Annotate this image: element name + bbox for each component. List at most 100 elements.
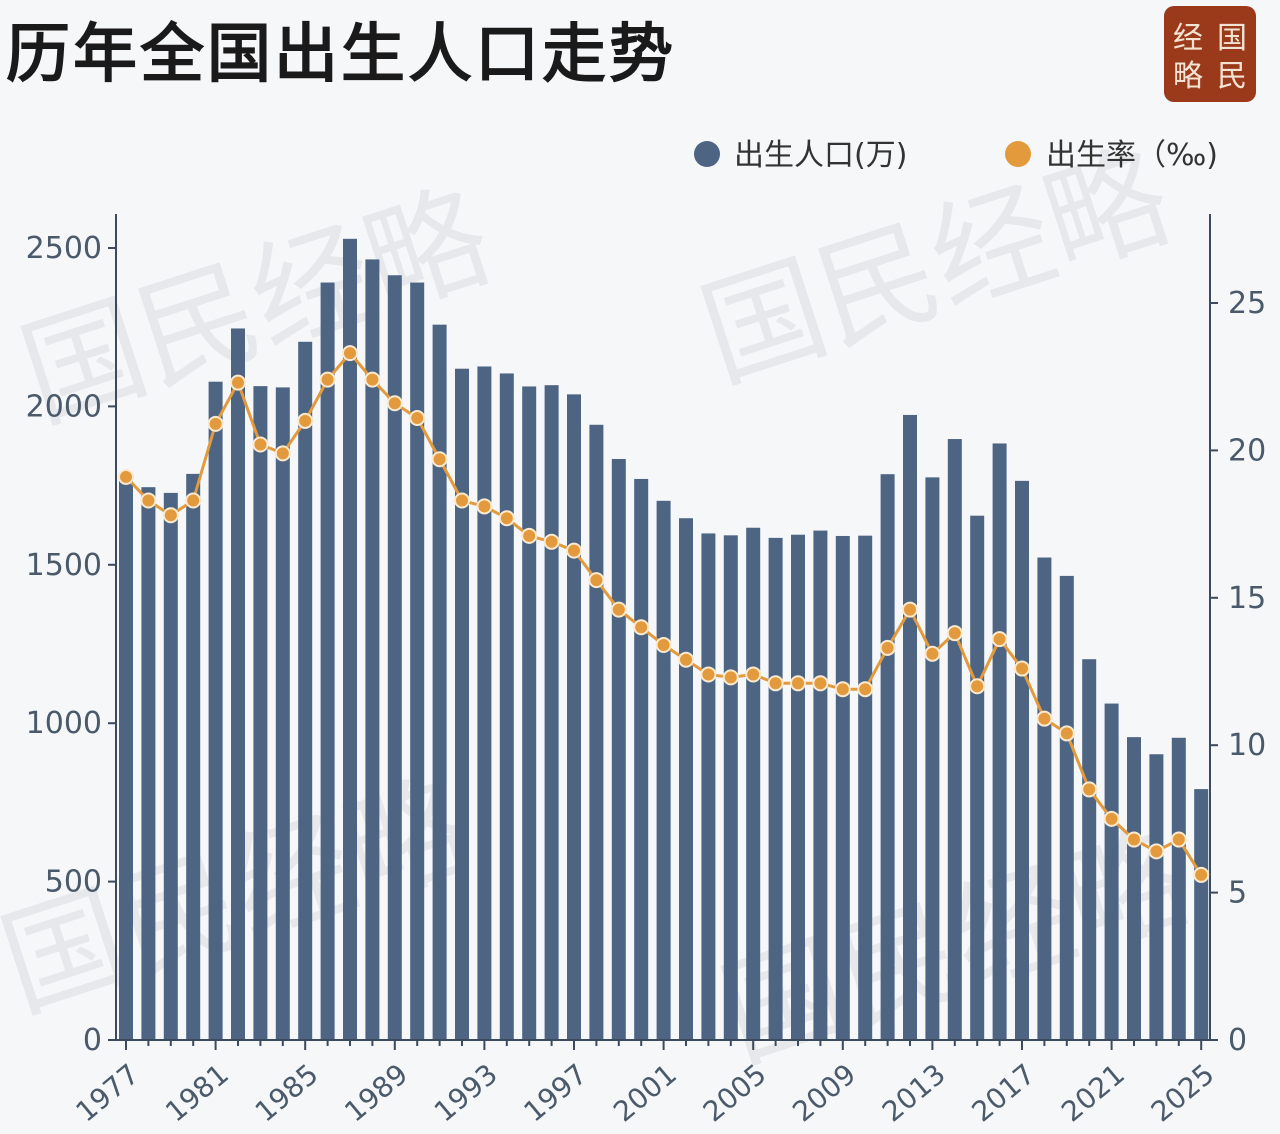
bar bbox=[343, 238, 357, 1040]
birth-rate-point bbox=[118, 468, 134, 485]
birth-rate-point bbox=[902, 601, 918, 618]
bar bbox=[320, 282, 335, 1040]
birth-rate-point bbox=[498, 510, 515, 527]
birth-rate-point bbox=[924, 645, 941, 662]
legend-bar-swatch bbox=[694, 141, 720, 167]
x-tick-label: 1997 bbox=[518, 1057, 594, 1128]
bar bbox=[1127, 737, 1141, 1040]
brand-seal-logo: 经 国 略 民 bbox=[1164, 6, 1256, 102]
birth-rate-point bbox=[812, 675, 829, 692]
bar bbox=[499, 373, 514, 1041]
left-tick-label: 2500 bbox=[26, 231, 102, 266]
birth-rate-point bbox=[610, 601, 627, 618]
right-tick-label: 10 bbox=[1228, 728, 1266, 763]
x-tick-label: 2013 bbox=[876, 1057, 952, 1128]
bar bbox=[298, 341, 313, 1040]
bar bbox=[813, 530, 828, 1040]
left-tick-label: 1500 bbox=[26, 548, 102, 583]
bar bbox=[723, 535, 738, 1040]
legend-bar-label: 出生人口(万) bbox=[734, 138, 907, 173]
birth-rate-point bbox=[633, 619, 650, 636]
bar bbox=[455, 368, 469, 1040]
right-tick-label: 20 bbox=[1228, 433, 1266, 468]
birth-rate-point bbox=[386, 395, 403, 412]
bar bbox=[410, 282, 425, 1040]
chart-title: 历年全国出生人口走势 bbox=[6, 18, 676, 92]
birth-rate-point bbox=[1036, 710, 1053, 727]
x-tick-label: 1993 bbox=[428, 1057, 504, 1128]
x-tick-label: 1985 bbox=[249, 1057, 325, 1128]
bar bbox=[1171, 737, 1186, 1040]
bar bbox=[544, 385, 559, 1040]
birth-rate-point bbox=[476, 498, 493, 515]
bar bbox=[768, 537, 783, 1040]
bar bbox=[1149, 754, 1164, 1040]
bar bbox=[1082, 659, 1097, 1040]
bar bbox=[275, 387, 290, 1041]
bar bbox=[432, 324, 447, 1040]
birth-rate-point bbox=[678, 651, 694, 668]
left-tick-label: 0 bbox=[83, 1023, 102, 1058]
bar bbox=[679, 518, 693, 1040]
bar bbox=[880, 474, 895, 1040]
bar bbox=[858, 535, 873, 1040]
birth-rate-point bbox=[207, 415, 224, 432]
birth-rate-point bbox=[230, 374, 246, 391]
x-tick-label: 2017 bbox=[966, 1057, 1042, 1128]
bar bbox=[522, 386, 537, 1040]
birth-rate-point bbox=[521, 527, 538, 544]
bar bbox=[589, 424, 604, 1040]
birth-rate-point bbox=[319, 371, 336, 388]
x-tick-label: 2021 bbox=[1055, 1057, 1131, 1128]
x-tick-label: 2025 bbox=[1145, 1057, 1221, 1128]
birth-rate-point bbox=[767, 675, 784, 692]
bar bbox=[253, 386, 268, 1041]
birth-rate-point bbox=[364, 371, 381, 388]
birth-rate-point bbox=[588, 572, 605, 589]
birth-rate-point bbox=[946, 625, 963, 642]
line-series bbox=[118, 345, 1210, 883]
bar bbox=[970, 515, 985, 1040]
birth-rate-point bbox=[745, 666, 762, 683]
bar bbox=[186, 473, 201, 1040]
seal-char: 略 bbox=[1173, 59, 1203, 94]
bar bbox=[567, 394, 581, 1041]
birth-rate-point bbox=[790, 675, 806, 692]
bar bbox=[903, 414, 917, 1040]
legend: 出生人口(万) 出生率（‰) bbox=[694, 138, 1218, 173]
birth-rate-point bbox=[297, 412, 314, 429]
bar bbox=[141, 487, 156, 1041]
birth-rate-point bbox=[342, 345, 358, 362]
bar bbox=[208, 381, 223, 1041]
birth-rate-point bbox=[1170, 831, 1187, 848]
left-tick-label: 500 bbox=[45, 865, 102, 900]
birth-rate-point bbox=[274, 445, 291, 462]
birth-rate-point bbox=[969, 678, 986, 695]
bar bbox=[1104, 703, 1119, 1040]
birth-rate-point bbox=[879, 639, 896, 656]
birth-rate-point bbox=[722, 669, 739, 686]
birth-rate-point bbox=[454, 492, 470, 509]
bar bbox=[925, 477, 940, 1041]
birth-rate-point bbox=[140, 492, 157, 509]
x-tick-label: 1981 bbox=[159, 1057, 235, 1128]
birth-rate-point bbox=[566, 542, 582, 559]
bar bbox=[163, 492, 178, 1040]
bar bbox=[365, 259, 380, 1040]
x-tick-label: 2001 bbox=[607, 1057, 683, 1128]
birth-rate-point bbox=[700, 666, 717, 683]
bar-series bbox=[119, 238, 1209, 1041]
right-tick-label: 15 bbox=[1228, 581, 1266, 616]
bar bbox=[656, 500, 671, 1040]
birth-rate-point bbox=[1193, 866, 1210, 883]
bar bbox=[119, 474, 133, 1040]
birth-rate-point bbox=[991, 631, 1008, 648]
bar bbox=[1015, 480, 1029, 1040]
bar bbox=[992, 443, 1007, 1041]
birth-rate-point bbox=[857, 681, 874, 698]
birth-rate-point bbox=[655, 636, 672, 653]
seal-char: 民 bbox=[1217, 59, 1247, 94]
birth-rate-point bbox=[409, 409, 426, 426]
bar bbox=[1059, 575, 1074, 1040]
